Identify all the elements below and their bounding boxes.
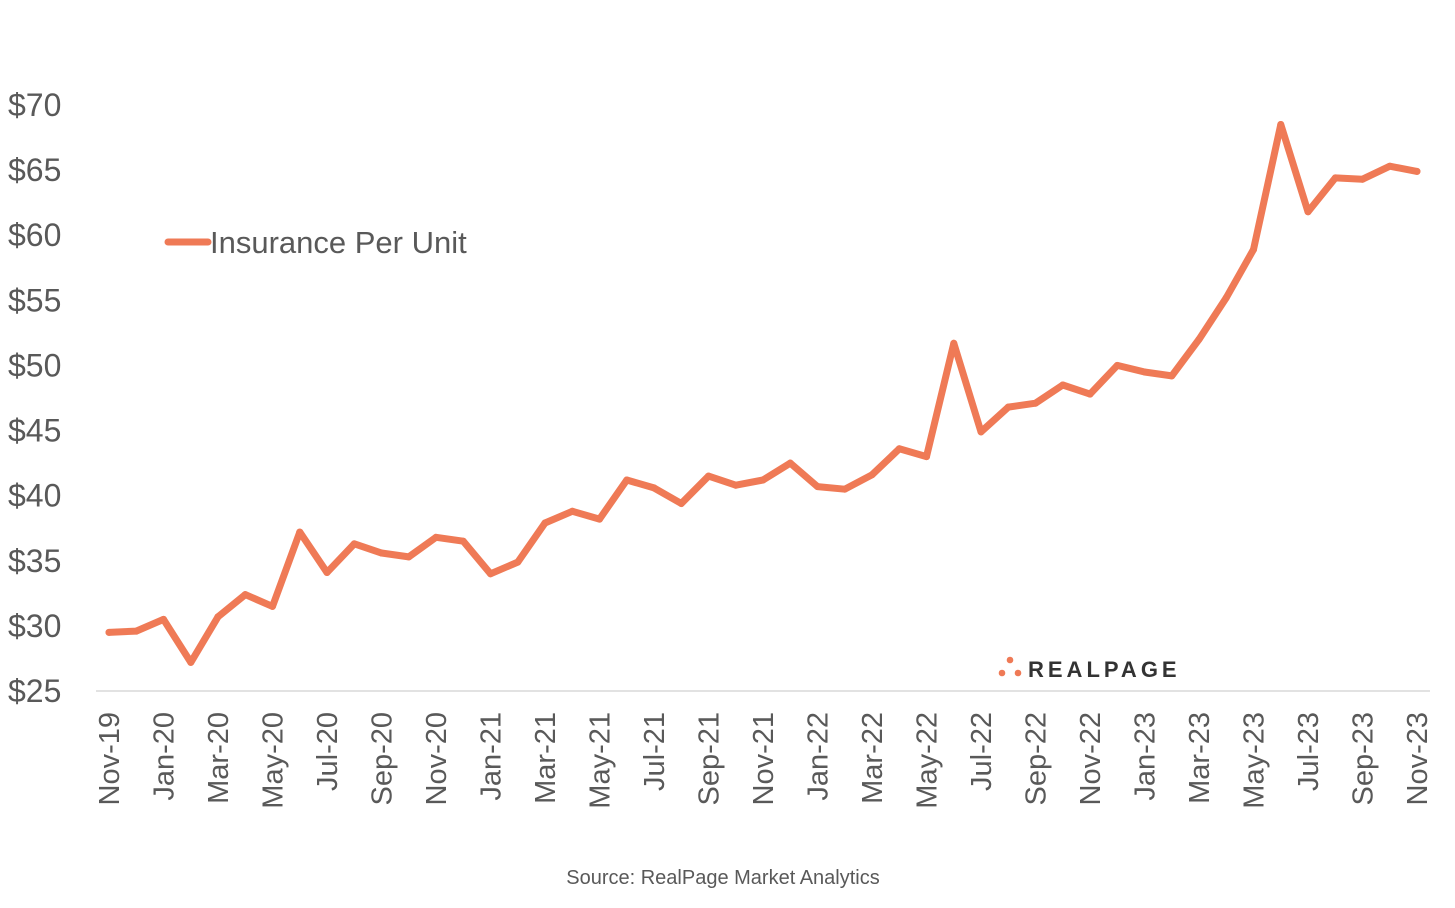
data-point xyxy=(950,339,958,347)
data-point xyxy=(1304,208,1312,216)
data-point xyxy=(241,591,249,599)
data-point xyxy=(868,471,876,479)
y-tick-label: $55 xyxy=(8,282,61,318)
x-tick-label: Sep-21 xyxy=(694,712,726,806)
y-tick-label: $35 xyxy=(8,543,61,579)
data-point xyxy=(487,570,494,578)
x-tick-label: Sep-22 xyxy=(1021,712,1053,806)
x-tick-label: Mar-21 xyxy=(530,712,562,804)
data-point xyxy=(1331,174,1339,182)
data-point xyxy=(1004,403,1012,411)
x-tick-label: Nov-20 xyxy=(421,712,453,806)
data-point xyxy=(459,537,467,545)
x-tick-label: May-22 xyxy=(912,712,944,809)
y-tick-label: $70 xyxy=(8,87,61,123)
x-tick-label: Sep-23 xyxy=(1348,712,1380,806)
data-point xyxy=(214,613,222,621)
data-point xyxy=(1032,399,1039,407)
x-tick-label: Jan-22 xyxy=(803,712,835,801)
y-tick-label: $30 xyxy=(8,608,61,644)
x-tick-label: Mar-20 xyxy=(203,712,235,804)
data-point xyxy=(841,485,849,493)
data-point xyxy=(677,499,685,507)
source-note: Source: RealPage Market Analytics xyxy=(566,867,880,889)
data-point xyxy=(568,507,576,515)
logo-dot xyxy=(1014,669,1022,677)
data-point xyxy=(405,553,413,561)
x-tick-label: Jul-23 xyxy=(1293,712,1325,791)
series-line-insurance-per-unit xyxy=(105,121,1421,666)
data-point xyxy=(1195,335,1203,343)
x-tick-label: Jan-20 xyxy=(149,712,181,801)
logo-dot xyxy=(1006,656,1014,664)
x-tick-label: Jul-20 xyxy=(312,712,344,791)
data-point xyxy=(596,515,603,523)
data-point xyxy=(514,558,522,566)
data-point xyxy=(1359,175,1366,183)
x-tick-label: Nov-23 xyxy=(1402,712,1434,806)
data-point xyxy=(105,628,113,636)
x-tick-label: Jan-21 xyxy=(476,712,508,801)
data-point xyxy=(187,658,195,666)
data-point xyxy=(650,484,658,492)
x-axis: Nov-19 Jan-20 Mar-20 May-20 Jul-20 Sep-20 Nov-… xyxy=(94,712,1434,809)
x-tick-label: Nov-19 xyxy=(94,712,126,806)
y-tick-label: $25 xyxy=(8,673,61,709)
x-tick-label: May-21 xyxy=(585,712,617,809)
x-tick-label: Nov-22 xyxy=(1075,712,1107,806)
x-tick-label: Jan-23 xyxy=(1130,712,1162,801)
data-point xyxy=(786,459,794,467)
data-point xyxy=(323,568,331,576)
data-point xyxy=(1413,167,1421,175)
data-point xyxy=(705,472,712,480)
data-point xyxy=(132,627,140,635)
data-point xyxy=(895,445,903,453)
data-point xyxy=(378,549,385,557)
data-point xyxy=(350,540,358,548)
y-tick-label: $65 xyxy=(8,152,61,188)
x-tick-label: Mar-22 xyxy=(857,712,889,804)
x-tick-label: Jul-21 xyxy=(639,712,671,791)
data-point xyxy=(623,476,631,484)
data-point xyxy=(1250,246,1257,254)
data-point xyxy=(1059,381,1067,389)
x-tick-label: Nov-21 xyxy=(748,712,780,806)
data-point xyxy=(1222,294,1230,302)
data-point xyxy=(977,428,985,436)
y-tick-label: $40 xyxy=(8,478,61,514)
data-point xyxy=(759,476,767,484)
y-tick-label: $45 xyxy=(8,413,61,449)
y-axis: $25 $30 $35 $40 $45 $50 $55 $60 $65 $70 xyxy=(8,87,61,709)
data-point xyxy=(1277,121,1285,129)
x-tick-label: May-20 xyxy=(258,712,290,809)
data-point xyxy=(541,519,549,527)
x-tick-label: Mar-23 xyxy=(1184,712,1216,804)
data-point xyxy=(1086,390,1094,398)
y-tick-label: $50 xyxy=(8,347,61,383)
x-tick-label: Jul-22 xyxy=(966,712,998,791)
y-tick-label: $60 xyxy=(8,217,61,253)
x-tick-label: Sep-20 xyxy=(367,712,399,806)
data-point xyxy=(1141,368,1148,376)
data-point xyxy=(1386,162,1394,170)
series-group xyxy=(105,121,1421,666)
data-point xyxy=(732,481,740,489)
data-point xyxy=(1113,361,1121,369)
data-point xyxy=(923,453,930,461)
realpage-logo: REALPAGE xyxy=(998,656,1181,682)
data-point xyxy=(269,602,276,610)
data-point xyxy=(1168,372,1176,380)
logo-text: REALPAGE xyxy=(1028,657,1181,682)
x-tick-label: May-23 xyxy=(1239,712,1271,809)
data-point xyxy=(432,533,440,541)
legend: Insurance Per Unit xyxy=(164,225,467,260)
data-point xyxy=(296,528,304,536)
data-point xyxy=(160,615,167,623)
logo-dot xyxy=(998,669,1006,677)
data-point xyxy=(814,483,821,491)
legend-label: Insurance Per Unit xyxy=(210,225,467,260)
